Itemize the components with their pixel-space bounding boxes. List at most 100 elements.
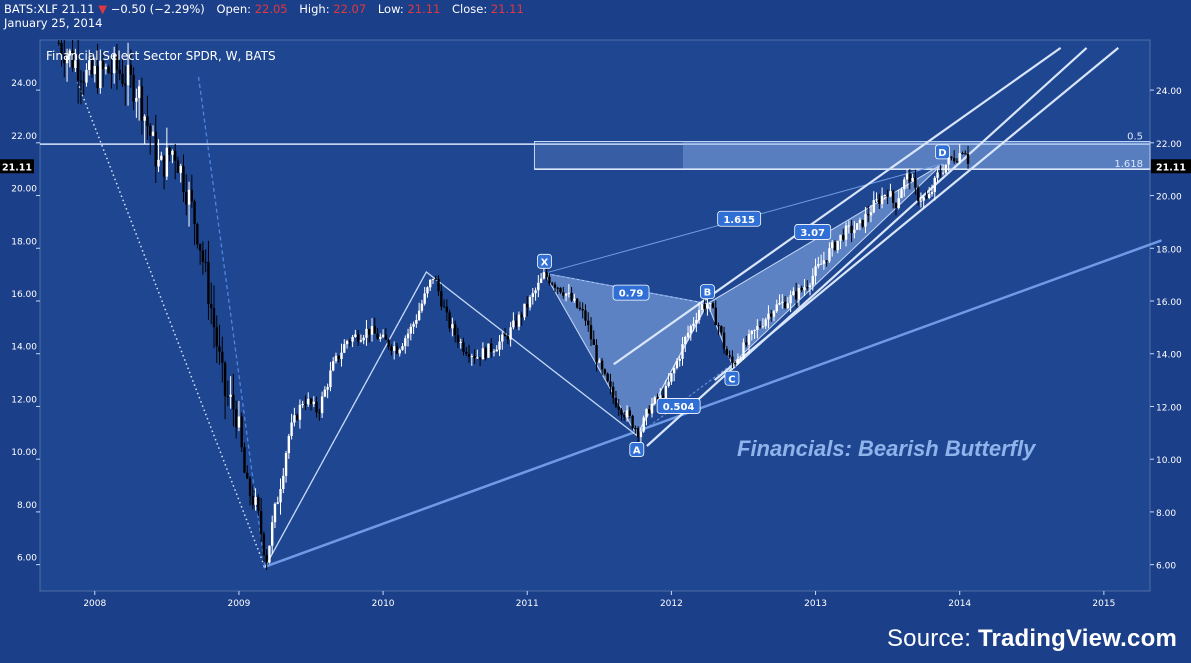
candle-body [722, 332, 726, 349]
candle-body [628, 410, 632, 416]
y-tick-label-left: 22.00 [11, 132, 37, 142]
candle-body [301, 404, 304, 406]
ratio-label: 0.79 [619, 289, 644, 300]
candle-body [855, 223, 859, 230]
candle-body [248, 478, 252, 496]
candle-body [234, 409, 238, 428]
candle-body [739, 358, 742, 360]
dashed-projection-line [197, 76, 266, 568]
candle-body [778, 303, 781, 305]
candle-body [514, 320, 518, 327]
candle-body [215, 327, 218, 347]
candle-body [534, 290, 537, 294]
candle-body [589, 325, 593, 340]
candle-body [196, 224, 199, 245]
candle-body [293, 415, 296, 423]
candle-body [842, 234, 845, 240]
candle-body [68, 50, 72, 56]
price-candles [57, 40, 970, 570]
candle-body [731, 356, 734, 364]
candle-body [481, 348, 485, 360]
candle-body [894, 202, 898, 208]
candle-body [417, 310, 421, 320]
candle-body [636, 428, 640, 438]
high-value: 22.07 [333, 2, 367, 16]
candle-body [889, 191, 892, 197]
candle-body [664, 385, 668, 402]
candle-body [916, 187, 920, 201]
candle-body [268, 545, 271, 563]
candle-body [165, 147, 169, 177]
candle-body [343, 344, 346, 353]
candle-body [681, 344, 684, 359]
candle-body [764, 319, 767, 327]
candle-body [401, 346, 404, 350]
candle-body [750, 330, 753, 335]
ratio-badge [656, 398, 701, 414]
candle-body [345, 341, 349, 345]
candle-body [129, 64, 133, 75]
candle-body [284, 453, 288, 476]
candle-body [830, 242, 834, 249]
candle-body [168, 147, 171, 155]
candle-body [806, 287, 809, 289]
candle-body [941, 172, 945, 174]
candle-body [198, 244, 202, 251]
candle-body [908, 173, 912, 182]
candle-body [420, 303, 424, 311]
candle-body [295, 415, 299, 420]
candle-body [290, 422, 293, 436]
candle-body [711, 303, 715, 308]
candle-body [354, 334, 357, 337]
y-tick-label-right: 8.00 [1156, 509, 1176, 519]
candle-body [808, 285, 812, 288]
candle-body [182, 165, 185, 193]
y-tick-label-right: 10.00 [1156, 456, 1182, 466]
pattern-point-label: D [938, 148, 946, 159]
trendline [613, 47, 1062, 366]
candle-body [154, 131, 157, 167]
candle-body [922, 197, 925, 201]
candle-body [526, 303, 529, 308]
candle-body [506, 336, 510, 340]
candle-body [836, 240, 839, 251]
pattern-point-label: X [541, 257, 549, 268]
ratio-label: 1.615 [723, 215, 755, 226]
candle-body [465, 351, 468, 354]
candle-body [720, 326, 723, 333]
candle-body [600, 360, 604, 370]
candle-body [700, 304, 704, 310]
candle-body [772, 311, 776, 317]
candle-body [853, 229, 856, 234]
candle-body [550, 283, 554, 285]
candle-body [451, 324, 454, 329]
candle-body [484, 348, 487, 358]
fibonacci-zone: 0.5 1.618 [533, 132, 1151, 170]
candle-body [243, 447, 246, 473]
candle-body [587, 320, 590, 326]
candle-body [817, 263, 820, 267]
y-tick-label-left: 20.00 [11, 185, 37, 195]
candle-body [761, 326, 765, 328]
candle-body [226, 396, 230, 398]
candle-body [548, 276, 551, 284]
trendline [646, 47, 1088, 447]
candle-body [792, 291, 795, 296]
pattern-labels: X A B C D 0.79 0.504 3.07 1.615 [537, 144, 950, 457]
candle-body [473, 355, 476, 359]
annotation-title: Financials: Bearish Butterfly [737, 436, 1037, 461]
candle-body [160, 155, 163, 160]
candle-body [930, 191, 934, 195]
candle-body [251, 495, 254, 505]
candle-body [847, 225, 851, 227]
candle-body [185, 192, 188, 205]
candle-body [833, 242, 837, 251]
candle-body [828, 248, 831, 262]
candle-body [110, 72, 113, 74]
candle-body [323, 389, 327, 397]
candle-body [273, 503, 277, 523]
candle-body [844, 225, 848, 240]
candle-body [93, 65, 96, 75]
chart-header: BATS:XLF 21.11 ▼ −0.50 (−2.29%) Open: 22… [4, 2, 524, 30]
